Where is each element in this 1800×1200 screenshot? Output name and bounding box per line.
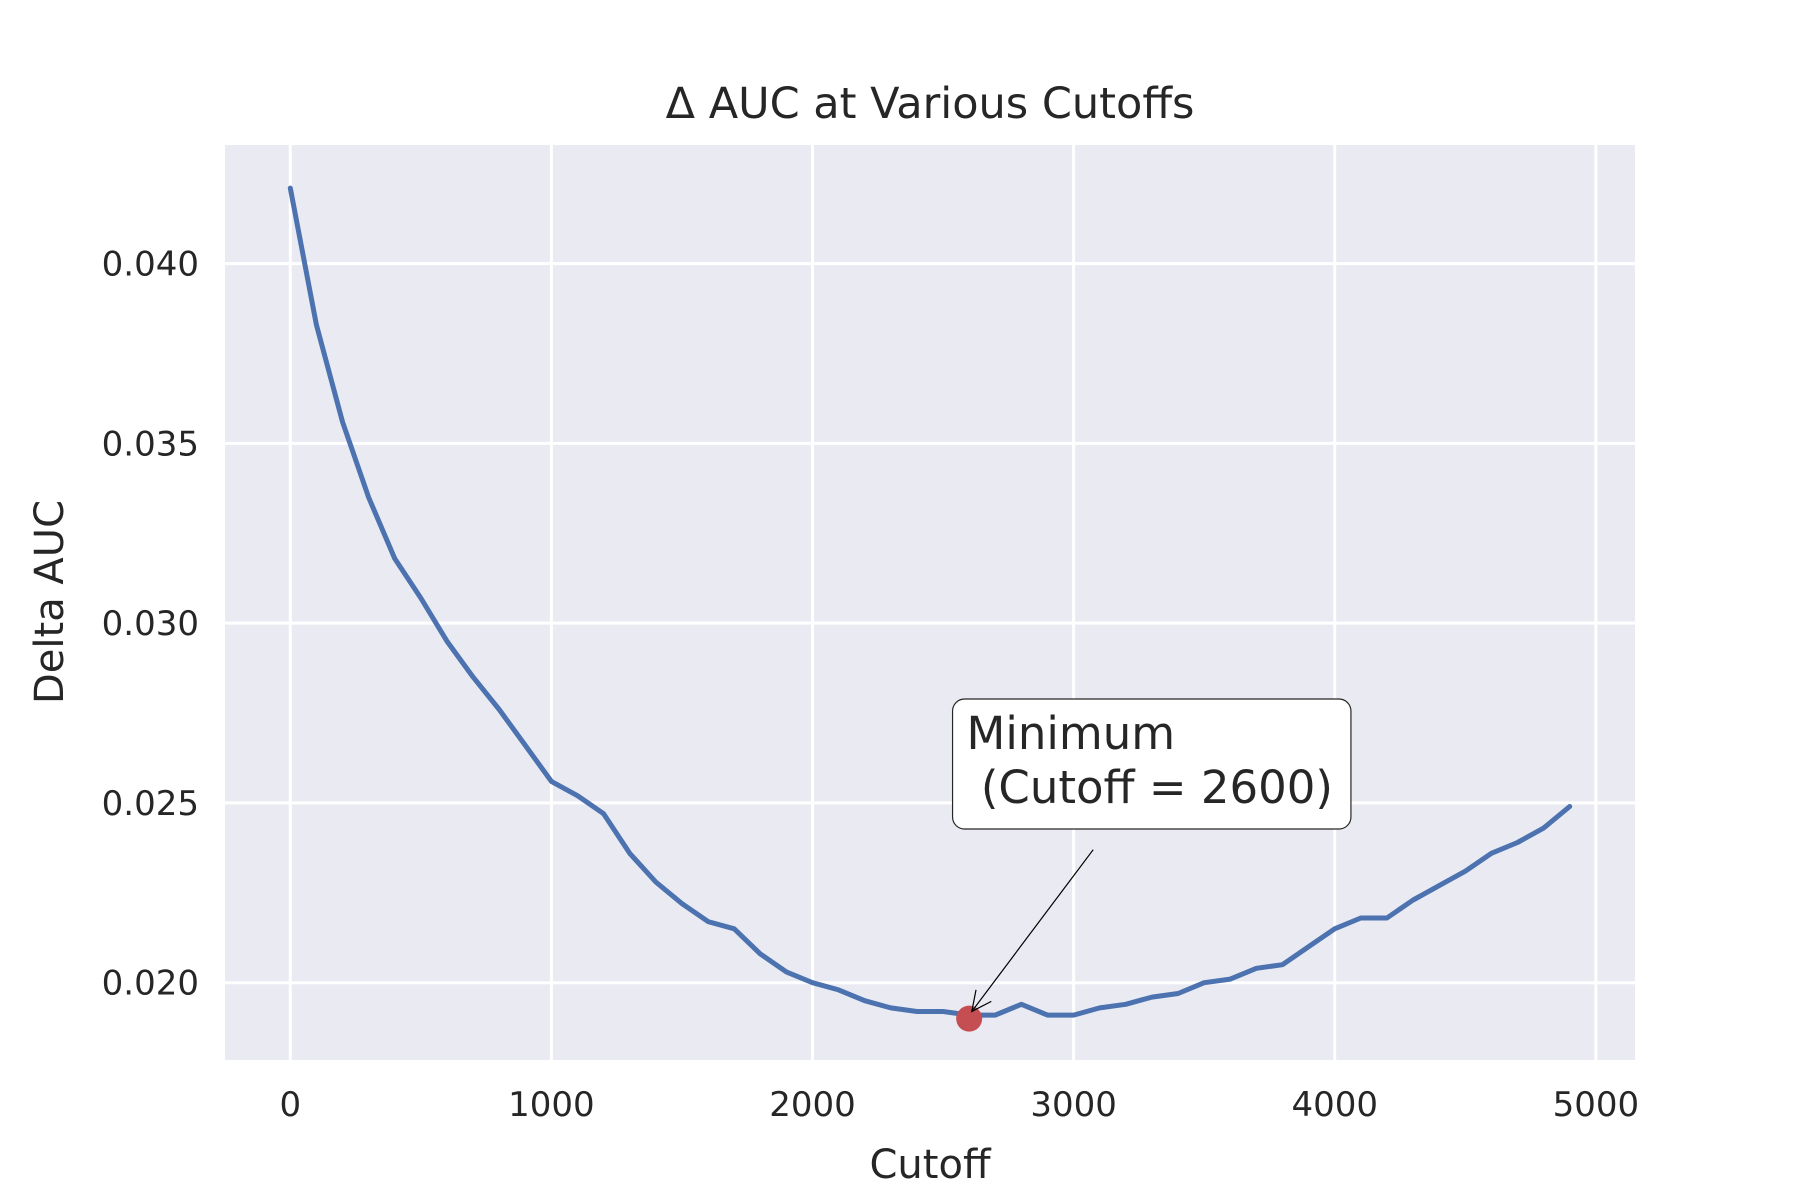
y-axis-ticks: 0.020 0.025 0.030 0.035 0.040 [102, 245, 199, 1004]
annotation: Minimum (Cutoff = 2600) [951, 698, 1352, 1013]
annotation-arrowhead [970, 989, 992, 1013]
series-line [287, 185, 1573, 1018]
annotation-box [951, 698, 1352, 830]
plot-background [225, 145, 1635, 1060]
y-tick-label: 0.020 [102, 964, 199, 1004]
x-tick-label: 5000 [1553, 1085, 1640, 1125]
x-tick-label: 0 [279, 1085, 301, 1125]
y-tick-label: 0.040 [102, 245, 199, 285]
y-tick-label: 0.035 [102, 424, 199, 464]
x-tick-label: 1000 [508, 1085, 595, 1125]
y-tick-label: 0.030 [102, 604, 199, 644]
x-axis-label: Cutoff [870, 1142, 992, 1188]
annotation-line-1: Minimum [967, 707, 1176, 760]
annotation-line-2: (Cutoff = 2600) [967, 761, 1333, 814]
x-tick-label: 4000 [1291, 1085, 1378, 1125]
x-tick-label: 3000 [1030, 1085, 1117, 1125]
grid [225, 145, 1635, 1060]
x-axis-ticks: 0 1000 2000 3000 4000 5000 [279, 1085, 1639, 1125]
y-axis-label: Delta AUC [27, 500, 73, 704]
chart-title: Δ AUC at Various Cutoffs [666, 79, 1195, 129]
series-layer [287, 185, 1573, 1032]
annotation-arrow [971, 849, 1094, 1012]
x-tick-label: 2000 [769, 1085, 856, 1125]
minimum-marker [956, 1005, 983, 1032]
y-tick-label: 0.025 [102, 784, 199, 824]
